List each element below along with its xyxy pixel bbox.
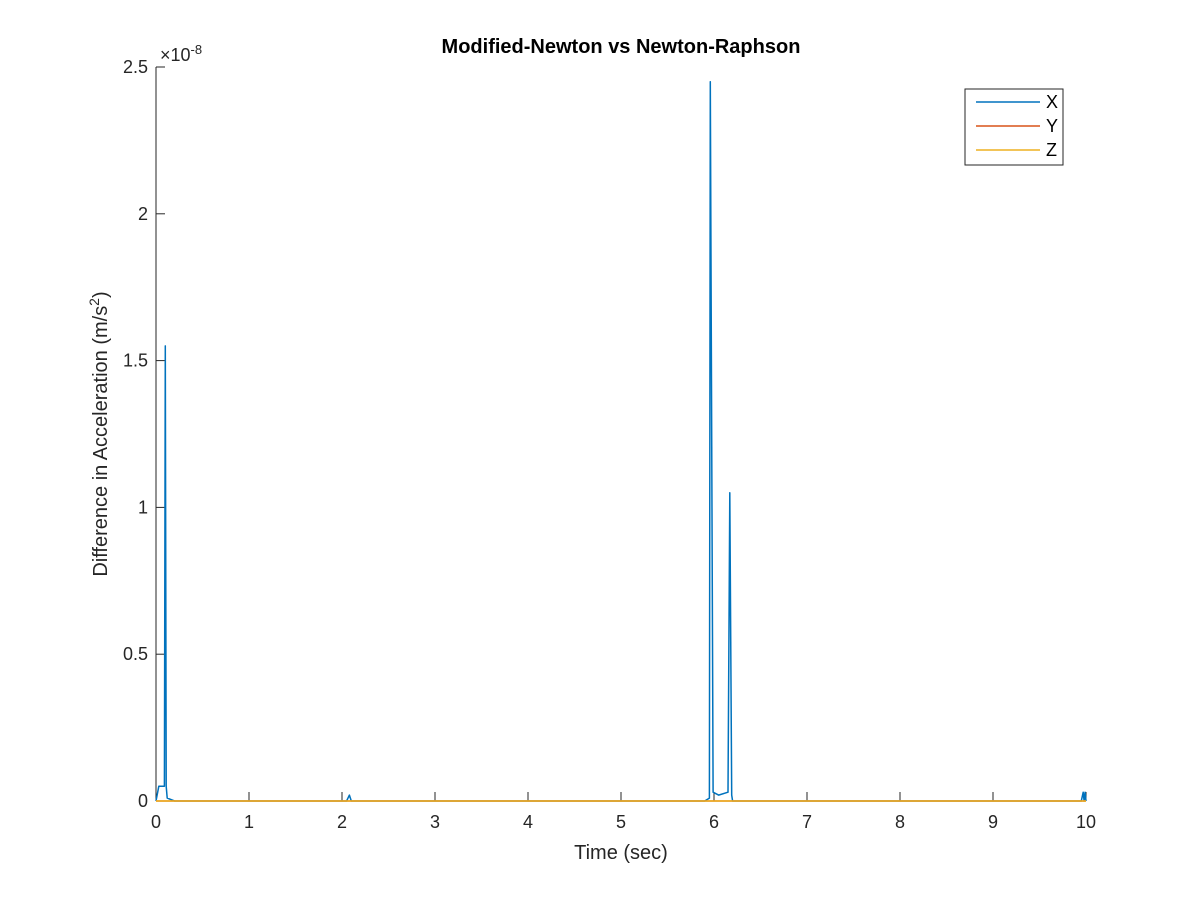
y-axis-label: Difference in Acceleration (m/s2) [86, 291, 112, 576]
x-tick-label: 10 [1076, 812, 1096, 832]
x-ticks: 0 1 2 3 4 5 6 7 8 9 10 [151, 792, 1096, 832]
y-tick-label: 1 [138, 497, 148, 517]
x-axis-label: Time (sec) [574, 842, 668, 864]
legend: X Y Z [964, 88, 1064, 166]
legend-label-z: Z [1046, 140, 1057, 160]
x-tick-label: 7 [802, 812, 812, 832]
y-tick-label: 2.5 [123, 57, 148, 77]
x-tick-label: 6 [709, 812, 719, 832]
y-tick-label: 0 [138, 791, 148, 811]
x-tick-label: 2 [337, 812, 347, 832]
x-tick-label: 9 [988, 812, 998, 832]
x-tick-label: 8 [895, 812, 905, 832]
series-layer [155, 80, 1087, 802]
x-tick-label: 4 [523, 812, 533, 832]
series-line-x [155, 80, 1087, 802]
x-tick-label: 3 [430, 812, 440, 832]
x-tick-label: 1 [244, 812, 254, 832]
y-tick-label: 1.5 [123, 351, 148, 371]
y-ticks: 0 0.5 1 1.5 2 2.5 [123, 57, 165, 811]
y-tick-label: 2 [138, 204, 148, 224]
x-tick-label: 5 [616, 812, 626, 832]
y-tick-label: 0.5 [123, 644, 148, 664]
legend-label-x: X [1046, 92, 1058, 112]
legend-label-y: Y [1046, 116, 1058, 136]
x-tick-label: 0 [151, 812, 161, 832]
y-exponent: ×10-8 [160, 42, 202, 65]
chart-title: Modified-Newton vs Newton-Raphson [442, 36, 801, 58]
